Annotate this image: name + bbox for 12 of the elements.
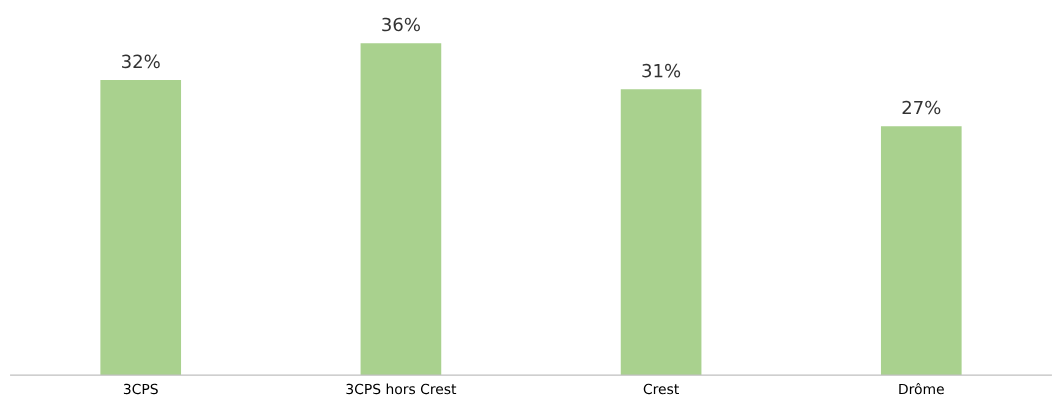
x-tick-label: 3CPS hors Crest: [346, 383, 457, 395]
bar: [360, 43, 442, 376]
bar: [620, 89, 702, 376]
data-label: 32%: [122, 54, 160, 69]
bar: [100, 80, 182, 376]
x-tick-label: 3CPS: [123, 383, 158, 395]
data-label: 36%: [382, 17, 420, 32]
x-tick-label: Drôme: [899, 382, 944, 395]
data-label: 27%: [902, 100, 941, 115]
bar: [880, 126, 962, 376]
x-tick-label: Crest: [643, 383, 679, 395]
data-label: 31%: [642, 63, 681, 78]
